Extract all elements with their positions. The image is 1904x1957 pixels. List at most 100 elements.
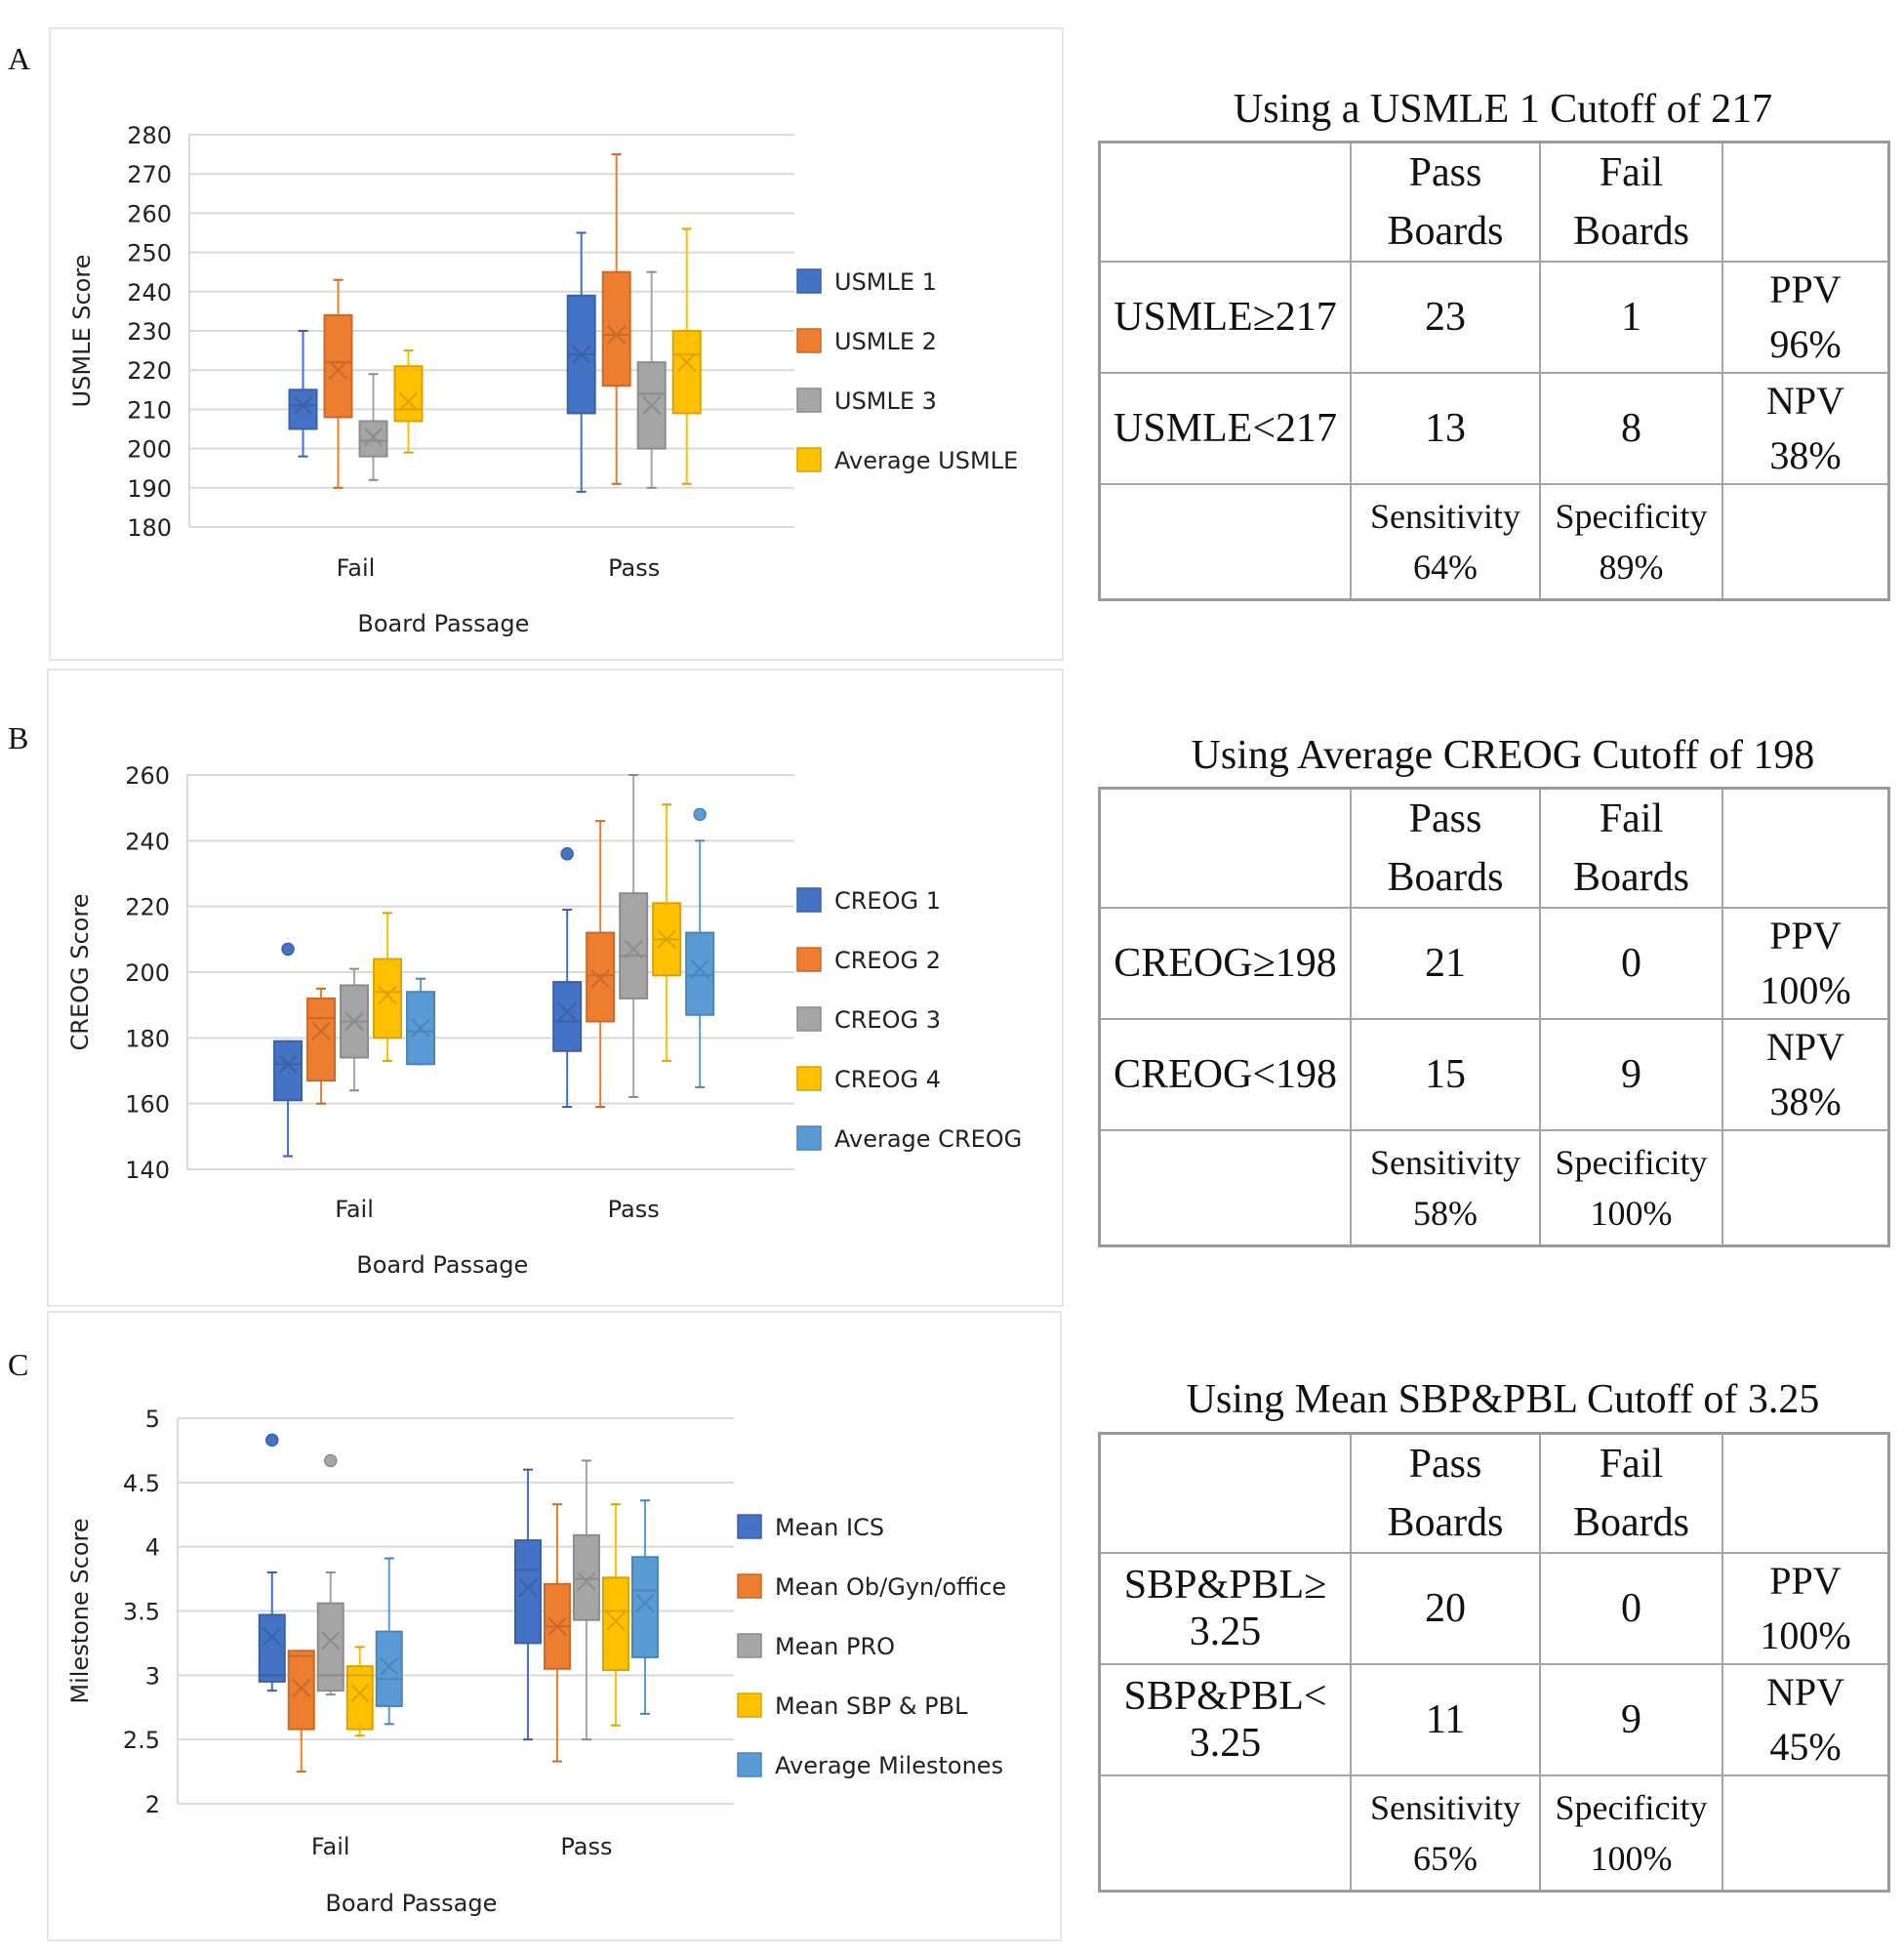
box-average-milestones-fail <box>375 1557 403 1726</box>
cell-specificity: Specificity 100% <box>1539 1774 1723 1893</box>
box-iqr <box>619 892 649 999</box>
mean-marker <box>657 929 676 950</box>
outlier-point <box>560 847 574 861</box>
mean-marker <box>350 1684 370 1703</box>
y-tick-label: 200 <box>125 959 170 987</box>
cell-pass-count: 15 <box>1350 1018 1541 1131</box>
box-creog-4-pass <box>652 803 682 1062</box>
mean-marker <box>635 1593 655 1613</box>
mean-marker <box>378 985 397 1005</box>
row-label: USMLE<217 <box>1098 372 1352 485</box>
header-pass-boards: Pass Boards <box>1350 141 1541 263</box>
legend-label: CREOG 2 <box>834 947 941 974</box>
box-iqr <box>323 313 353 419</box>
mean-marker <box>557 1001 577 1022</box>
x-axis-title: Board Passage <box>357 610 529 637</box>
box-iqr <box>572 1533 600 1621</box>
mean-marker <box>547 1616 567 1637</box>
box-creog-1-fail <box>273 942 304 1158</box>
mean-marker <box>676 352 697 372</box>
header-cell-empty <box>1098 787 1352 909</box>
mean-marker <box>571 345 591 364</box>
legend-swatch <box>796 328 822 353</box>
box-mean-ics-fail <box>258 1433 286 1692</box>
table-row: CREOG<198 15 9 NPV 38% <box>1098 1018 1890 1131</box>
box-iqr <box>358 420 388 458</box>
legend-label: CREOG 4 <box>834 1066 941 1093</box>
legend-swatch <box>737 1752 762 1777</box>
outlier-point <box>693 807 707 822</box>
mean-marker <box>624 939 643 959</box>
table-row: USMLE≥217 23 1 PPV 96% <box>1098 261 1890 374</box>
box-iqr <box>345 1665 374 1731</box>
mean-marker <box>292 1678 311 1698</box>
y-tick-label: 220 <box>127 357 172 385</box>
y-tick-label: 3 <box>145 1662 160 1690</box>
mean-marker <box>398 391 419 412</box>
box-creog-2-pass <box>586 820 616 1109</box>
box-usmle-3-fail <box>358 373 388 481</box>
box-average-creog-fail <box>406 977 436 1066</box>
table-a: Pass Boards Fail Boards USMLE≥217 23 1 PPV 96% US… <box>1098 141 1890 601</box>
mean-marker <box>344 1011 364 1032</box>
legend-swatch <box>796 387 822 413</box>
table-a-title: Using a USMLE 1 Cutoff of 217 <box>1233 87 1773 132</box>
box-usmle-2-pass <box>601 153 631 485</box>
cell-sensitivity: Sensitivity 58% <box>1350 1129 1541 1247</box>
footer-cell-empty <box>1098 1129 1352 1247</box>
mean-marker <box>380 1656 399 1676</box>
box-iqr <box>393 365 424 423</box>
header-cell-empty <box>1098 141 1352 263</box>
x-tick-label: Fail <box>337 554 376 582</box>
y-tick-label: 3.5 <box>123 1599 160 1626</box>
y-tick-label: 280 <box>127 122 172 149</box>
box-iqr <box>375 1630 403 1707</box>
cell-fail-count: 8 <box>1539 372 1723 485</box>
legend-swatch <box>796 447 822 472</box>
footer-cell-empty <box>1722 1774 1890 1893</box>
box-mean-pro-pass <box>572 1459 600 1741</box>
box-average-milestones-pass <box>630 1499 659 1715</box>
cell-specificity: Specificity 100% <box>1539 1129 1723 1247</box>
footer-cell-empty <box>1098 1774 1352 1893</box>
cell-predictive-value: PPV 96% <box>1722 261 1890 374</box>
legend-label: CREOG 3 <box>834 1006 941 1034</box>
outlier-point <box>324 1453 338 1468</box>
cell-predictive-value: NPV 38% <box>1722 1018 1890 1131</box>
creog-boxplot: 140 160 180 200 220 240 260 CREOG Score Fail Pass… <box>66 762 1022 1279</box>
mean-marker <box>606 1611 626 1631</box>
box-iqr <box>373 958 403 1040</box>
row-label: SBP&PBL< 3.25 <box>1098 1663 1352 1776</box>
cell-fail-count: 9 <box>1539 1018 1723 1131</box>
table-b-title: Using Average CREOG Cutoff of 198 <box>1191 733 1815 778</box>
box-creog-2-fail <box>306 987 337 1105</box>
legend-label: Mean Ob/Gyn/office <box>775 1573 1006 1601</box>
milestone-boxplot: 2 2.5 3 3.5 4 4.5 5 Milestone Score Fail Pass Boar… <box>66 1406 1006 1917</box>
panel-letter-a: A <box>8 41 31 76</box>
box-iqr <box>586 931 616 1023</box>
mean-marker <box>328 360 348 380</box>
mean-marker <box>590 969 610 989</box>
y-tick-label: 140 <box>125 1157 170 1184</box>
y-tick-label: 210 <box>127 396 172 424</box>
legend-swatch <box>737 1573 762 1599</box>
box-usmle-1-fail <box>288 330 318 458</box>
y-tick-label: 2.5 <box>123 1727 160 1754</box>
mean-marker <box>641 395 662 416</box>
cell-pass-count: 20 <box>1350 1552 1541 1665</box>
table-header-row: Pass Boards Fail Boards <box>1098 787 1890 909</box>
table-row: SBP&PBL≥ 3.25 20 0 PPV 100% <box>1098 1552 1890 1665</box>
box-creog-4-fail <box>373 912 403 1062</box>
header-fail-boards: Fail Boards <box>1539 1432 1723 1554</box>
y-tick-label: 180 <box>127 514 172 542</box>
y-tick-label: 180 <box>125 1025 170 1052</box>
chart-c-frame: 2 2.5 3 3.5 4 4.5 5 Milestone Score Fail Pass Boar… <box>47 1311 1062 1941</box>
legend-label: USMLE 1 <box>834 268 937 296</box>
table-c-title: Using Mean SBP&PBL Cutoff of 3.25 <box>1186 1377 1820 1422</box>
outlier-point <box>265 1433 279 1447</box>
box-average-creog-pass <box>685 807 715 1088</box>
box-iqr <box>685 931 715 1016</box>
box-mean-pro-fail <box>316 1453 344 1696</box>
cell-predictive-value: NPV 38% <box>1722 372 1890 485</box>
legend-swatch <box>796 268 822 294</box>
